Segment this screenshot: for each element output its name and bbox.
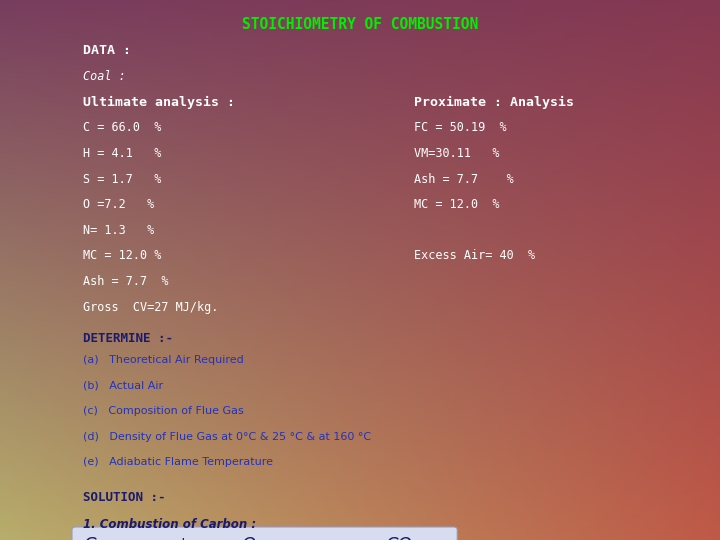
Text: Ash = 7.7  %: Ash = 7.7 %	[83, 275, 168, 288]
Text: N= 1.3   %: N= 1.3 %	[83, 224, 154, 237]
Text: Ash = 7.7    %: Ash = 7.7 %	[414, 172, 514, 186]
Text: STOICHIOMETRY OF COMBUSTION: STOICHIOMETRY OF COMBUSTION	[242, 17, 478, 32]
Text: C = 66.0  %: C = 66.0 %	[83, 121, 161, 134]
FancyBboxPatch shape	[72, 527, 457, 540]
Text: C: C	[83, 536, 96, 540]
Text: (e)   Adiabatic Flame Temperature: (e) Adiabatic Flame Temperature	[83, 457, 273, 468]
Text: (a)   Theoretical Air Required: (a) Theoretical Air Required	[83, 355, 243, 365]
Text: VM=30.11   %: VM=30.11 %	[414, 147, 500, 160]
Text: Coal :: Coal :	[83, 70, 125, 83]
Text: Proximate : Analysis: Proximate : Analysis	[414, 96, 574, 109]
Text: Gross  CV=27 MJ/kg.: Gross CV=27 MJ/kg.	[83, 301, 218, 314]
Text: (c)   Composition of Flue Gas: (c) Composition of Flue Gas	[83, 406, 243, 416]
Text: →: →	[328, 536, 341, 540]
Text: (d)   Density of Flue Gas at 0°C & 25 °C & at 160 °C: (d) Density of Flue Gas at 0°C & 25 °C &…	[83, 431, 371, 442]
Text: +: +	[176, 536, 189, 540]
Text: MC = 12.0 %: MC = 12.0 %	[83, 249, 161, 262]
Text: H = 4.1   %: H = 4.1 %	[83, 147, 161, 160]
Text: DATA :: DATA :	[83, 44, 131, 57]
Text: (b)   Actual Air: (b) Actual Air	[83, 380, 163, 390]
Text: S = 1.7   %: S = 1.7 %	[83, 172, 161, 186]
Text: O =7.2   %: O =7.2 %	[83, 198, 154, 211]
Text: SOLUTION :-: SOLUTION :-	[83, 491, 166, 504]
Text: Ultimate analysis :: Ultimate analysis :	[83, 96, 235, 109]
Text: O₂: O₂	[241, 536, 263, 540]
Text: FC = 50.19  %: FC = 50.19 %	[414, 121, 507, 134]
Text: DETERMINE :-: DETERMINE :-	[83, 332, 173, 345]
Text: 1. Combustion of Carbon :: 1. Combustion of Carbon :	[83, 518, 256, 531]
Text: CO₂: CO₂	[385, 536, 419, 540]
Text: MC = 12.0  %: MC = 12.0 %	[414, 198, 500, 211]
Text: Excess Air= 40  %: Excess Air= 40 %	[414, 249, 535, 262]
